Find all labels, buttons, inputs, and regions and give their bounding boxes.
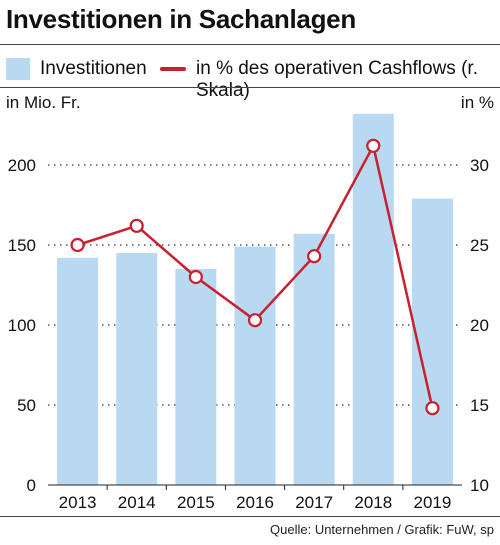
chart-title: Investitionen in Sachanlagen: [6, 4, 356, 34]
bar-2014: [116, 253, 158, 485]
left-axis-unit: in Mio. Fr.: [6, 93, 81, 112]
y-right-tick-label: 30: [470, 156, 489, 175]
x-tick-label: 2013: [59, 493, 97, 512]
right-axis-unit: in %: [460, 93, 494, 112]
source-note: Quelle: Unternehmen / Grafik: FuW, sp: [270, 522, 494, 537]
y-right-tick-label: 25: [470, 236, 489, 255]
bar-2016: [234, 246, 276, 485]
y-left-tick-label: 200: [8, 156, 36, 175]
point-2016: [247, 313, 263, 328]
point-2019: [425, 401, 440, 416]
legend: Investitionen in % des operativen Cashfl…: [0, 53, 500, 101]
bar-2019: [411, 198, 453, 485]
y-left-tick-label: 0: [27, 476, 36, 495]
y-left-tick-label: 100: [8, 316, 36, 335]
legend-bar-swatch: [6, 58, 30, 80]
y-right-tick-label: 10: [470, 476, 489, 495]
y-right-tick-label: 15: [470, 396, 489, 415]
x-tick-label: 2016: [236, 493, 274, 512]
y-left-tick-label: 50: [17, 396, 36, 415]
x-tick-label: 2017: [295, 493, 333, 512]
point-2018: [366, 138, 381, 153]
y-left-tick-label: 150: [8, 236, 36, 255]
legend-line-label: in % des operativen Cashflows (r. Skala): [196, 58, 478, 101]
footer-rule: [0, 516, 500, 517]
y-right-tick-label: 20: [470, 316, 489, 335]
bar-2015: [175, 269, 217, 485]
x-tick-label: 2015: [177, 493, 215, 512]
title-rule: [0, 44, 500, 45]
bar-2018: [352, 113, 394, 486]
point-2015: [188, 269, 203, 285]
x-tick-label: 2019: [414, 493, 452, 512]
bar-2013: [57, 257, 99, 485]
x-tick-label: 2018: [354, 493, 392, 512]
bar-2017: [293, 233, 335, 485]
legend-rule: [0, 87, 500, 88]
legend-line-swatch: [160, 67, 186, 71]
point-2017: [307, 249, 322, 264]
legend-bar-label: Investitionen: [40, 58, 147, 79]
point-2014: [129, 218, 144, 233]
point-2013: [70, 237, 85, 253]
x-tick-label: 2014: [118, 493, 156, 512]
